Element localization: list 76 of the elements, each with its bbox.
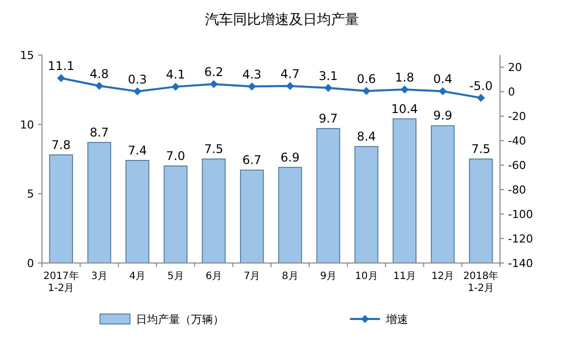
bar: [354, 146, 378, 264]
y-tick-label: 0: [27, 257, 34, 270]
point: [286, 82, 294, 90]
data-label: 7.0: [166, 148, 186, 163]
bar: [87, 142, 112, 264]
y2-tick-label: -20: [508, 110, 526, 124]
y2-tick-label: -60: [508, 159, 526, 172]
bar: [202, 158, 226, 264]
x-tick-label: 6月: [206, 271, 222, 282]
bar: [164, 166, 188, 264]
bar: [278, 166, 302, 264]
point: [248, 82, 256, 90]
x-tick-label: 12月: [431, 271, 454, 282]
data-label: 7.5: [471, 142, 490, 156]
bar: [126, 160, 150, 264]
bar: [49, 154, 73, 264]
y2-tick-label: -120: [508, 232, 533, 246]
y2-tick-label: -100: [508, 208, 533, 222]
data-label: 9.7: [318, 111, 338, 126]
point: [133, 87, 142, 96]
point: [172, 82, 180, 91]
x-tick-label: 9月: [320, 271, 336, 282]
data-label: 6.7: [242, 153, 262, 168]
legend-label: 增速: [385, 313, 408, 326]
point: [400, 86, 409, 94]
x-tick-label: 4月: [129, 271, 146, 282]
bar: [469, 158, 493, 264]
x-tick-label: 3月: [91, 271, 108, 282]
data-label: 0.6: [356, 72, 376, 86]
data-label: 4.8: [90, 66, 109, 81]
x-tick-label: 10月: [355, 271, 378, 282]
bar: [430, 125, 455, 264]
data-label: 8.7: [90, 125, 109, 140]
x-tick-label: 5月: [167, 271, 184, 282]
y2-tick-label: -40: [508, 134, 526, 148]
bar: [240, 170, 264, 264]
point: [95, 82, 104, 90]
y2-tick-label: 20: [508, 61, 522, 74]
data-label: 7.4: [128, 143, 147, 158]
data-label: 10.4: [391, 102, 418, 116]
x-tick-label: 7月: [244, 271, 260, 282]
y2-tick-label: 0: [508, 86, 515, 99]
x-tick-label: 11月: [393, 271, 416, 282]
data-label: 7.5: [204, 142, 224, 156]
data-label: 6.9: [280, 150, 300, 164]
bar: [392, 118, 416, 264]
data-label: 11.1: [48, 59, 74, 74]
data-label: 1.8: [395, 70, 414, 85]
bar: [316, 128, 340, 264]
y2-tick-label: -140: [508, 257, 533, 270]
legend-label: 日均产量（万辆）: [136, 313, 224, 326]
y-tick-label: 15: [20, 49, 34, 62]
data-label: 6.2: [204, 65, 224, 80]
point: [362, 86, 370, 95]
data-label: 4.3: [242, 67, 262, 82]
point: [324, 84, 332, 92]
data-label: 7.8: [52, 138, 71, 152]
y-tick-label: 10: [20, 118, 34, 132]
data-label: 3.1: [318, 68, 338, 83]
x-tick-label: 2018年 1-2月: [463, 270, 499, 294]
point: [438, 87, 447, 96]
data-label: 0.4: [433, 72, 452, 86]
chart-title: 汽车同比增速及日均产量: [205, 12, 359, 28]
x-tick-label: 2017年 1-2月: [43, 270, 79, 294]
data-label: 8.4: [356, 130, 376, 144]
data-label: 4.7: [280, 66, 300, 81]
point: [476, 94, 485, 102]
y-tick-label: 5: [27, 188, 34, 201]
data-label: -5.0: [469, 78, 493, 93]
point: [210, 80, 218, 88]
y2-tick-label: -80: [508, 184, 526, 197]
data-label: 9.9: [433, 108, 452, 123]
point: [57, 74, 66, 82]
data-label: 4.1: [166, 68, 186, 82]
x-tick-label: 8月: [282, 271, 298, 282]
data-label: 0.3: [128, 72, 147, 86]
